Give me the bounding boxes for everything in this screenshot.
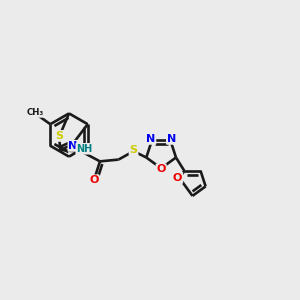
Text: O: O <box>173 173 182 183</box>
Text: S: S <box>130 145 138 155</box>
Text: O: O <box>89 175 99 185</box>
Text: NH: NH <box>76 144 92 154</box>
Text: N: N <box>167 134 176 144</box>
Text: S: S <box>56 131 64 141</box>
Text: O: O <box>157 164 166 175</box>
Text: N: N <box>68 141 78 151</box>
Text: CH₃: CH₃ <box>27 108 44 117</box>
Text: N: N <box>146 134 155 144</box>
